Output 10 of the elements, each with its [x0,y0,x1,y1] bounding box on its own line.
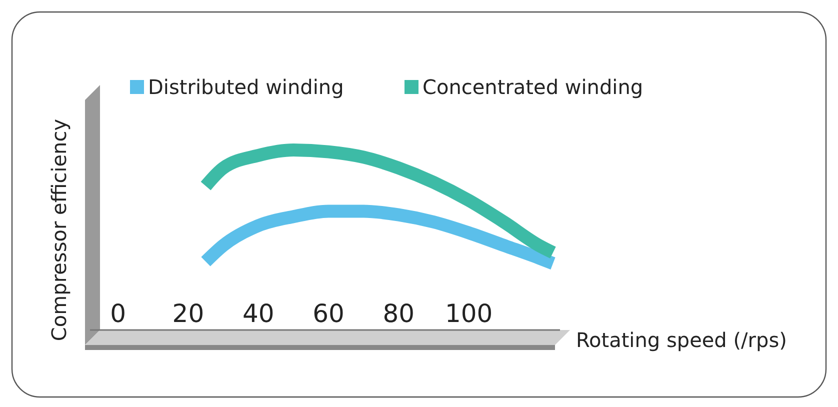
x-tick-label: 100 [444,299,493,328]
x-tick-label: 0 [110,299,126,328]
x-tick-label: 20 [172,299,204,328]
x-axis-title: Rotating speed (/rps) [576,328,787,352]
y-axis-title: Compressor efficiency [47,118,71,342]
legend-label: Distributed winding [148,75,344,99]
x-tick-label: 80 [382,299,415,328]
x-tick-label: 40 [242,299,274,328]
legend-label: Concentrated winding [422,75,644,99]
x-tick-label: 60 [312,299,344,328]
